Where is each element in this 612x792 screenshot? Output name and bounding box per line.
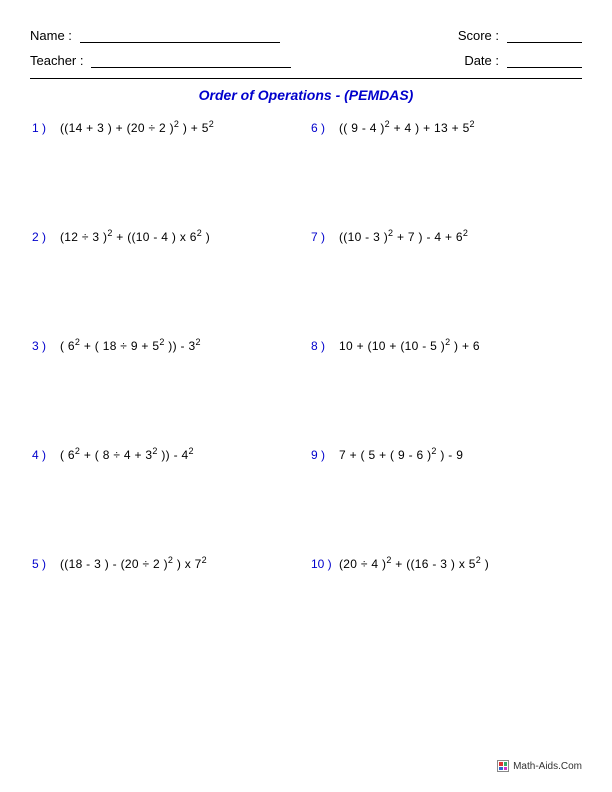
problem-number: 5 ) [32, 557, 60, 571]
problem: 8 ) 10 + (10 + (10 - 5 )2 ) + 6 [311, 339, 580, 353]
problems-grid: 1 )((14 + 3 ) + (20 ÷ 2 )2 ) + 52 6 )(( 9… [30, 121, 582, 571]
date-label: Date : [464, 53, 499, 68]
teacher-field: Teacher : [30, 53, 291, 68]
problem: 4 )( 62 + ( 8 ÷ 4 + 32 )) - 42 [32, 448, 301, 462]
footer-text: Math-Aids.Com [513, 761, 582, 772]
problem: 5 )((18 - 3 ) - (20 ÷ 2 )2 ) x 72 [32, 557, 301, 571]
problem-expression: 10 + (10 + (10 - 5 )2 ) + 6 [339, 339, 480, 353]
name-label: Name : [30, 28, 72, 43]
problem-expression: ((18 - 3 ) - (20 ÷ 2 )2 ) x 72 [60, 557, 207, 571]
problem-expression: (12 ÷ 3 )2 + ((10 - 4 ) x 62 ) [60, 230, 210, 244]
header-row-2: Teacher : Date : [30, 53, 582, 68]
score-label: Score : [458, 28, 499, 43]
problem-number: 4 ) [32, 448, 60, 462]
problem-number: 9 ) [311, 448, 339, 462]
problem: 2 )(12 ÷ 3 )2 + ((10 - 4 ) x 62 ) [32, 230, 301, 244]
problem: 9 ) 7 + ( 5 + ( 9 - 6 )2 ) - 9 [311, 448, 580, 462]
problem: 7 )((10 - 3 )2 + 7 ) - 4 + 62 [311, 230, 580, 244]
problem-expression: ((10 - 3 )2 + 7 ) - 4 + 62 [339, 230, 468, 244]
problem: 1 )((14 + 3 ) + (20 ÷ 2 )2 ) + 52 [32, 121, 301, 135]
problem-number: 1 ) [32, 121, 60, 135]
problem-expression: (20 ÷ 4 )2 + ((16 - 3 ) x 52 ) [339, 557, 489, 571]
problem-expression: ( 62 + ( 18 ÷ 9 + 52 )) - 32 [60, 339, 201, 353]
problem-number: 10 ) [311, 557, 339, 571]
problem-number: 8 ) [311, 339, 339, 353]
teacher-label: Teacher : [30, 53, 83, 68]
page-title: Order of Operations - (PEMDAS) [30, 87, 582, 103]
problem: 3 )( 62 + ( 18 ÷ 9 + 52 )) - 32 [32, 339, 301, 353]
problem-expression: (( 9 - 4 )2 + 4 ) + 13 + 52 [339, 121, 475, 135]
problem-expression: ( 62 + ( 8 ÷ 4 + 32 )) - 42 [60, 448, 194, 462]
problem-expression: ((14 + 3 ) + (20 ÷ 2 )2 ) + 52 [60, 121, 214, 135]
teacher-blank[interactable] [91, 54, 291, 68]
date-blank[interactable] [507, 54, 582, 68]
score-blank[interactable] [507, 29, 582, 43]
score-field: Score : [458, 28, 582, 43]
problem-number: 3 ) [32, 339, 60, 353]
problem-expression: 7 + ( 5 + ( 9 - 6 )2 ) - 9 [339, 448, 463, 462]
name-blank[interactable] [80, 29, 280, 43]
name-field: Name : [30, 28, 280, 43]
logo-icon [497, 760, 509, 772]
problem: 10 )(20 ÷ 4 )2 + ((16 - 3 ) x 52 ) [311, 557, 580, 571]
footer: Math-Aids.Com [497, 760, 582, 772]
problem: 6 )(( 9 - 4 )2 + 4 ) + 13 + 52 [311, 121, 580, 135]
header-row-1: Name : Score : [30, 28, 582, 43]
date-field: Date : [464, 53, 582, 68]
header-divider [30, 78, 582, 79]
problem-number: 7 ) [311, 230, 339, 244]
problem-number: 2 ) [32, 230, 60, 244]
problem-number: 6 ) [311, 121, 339, 135]
